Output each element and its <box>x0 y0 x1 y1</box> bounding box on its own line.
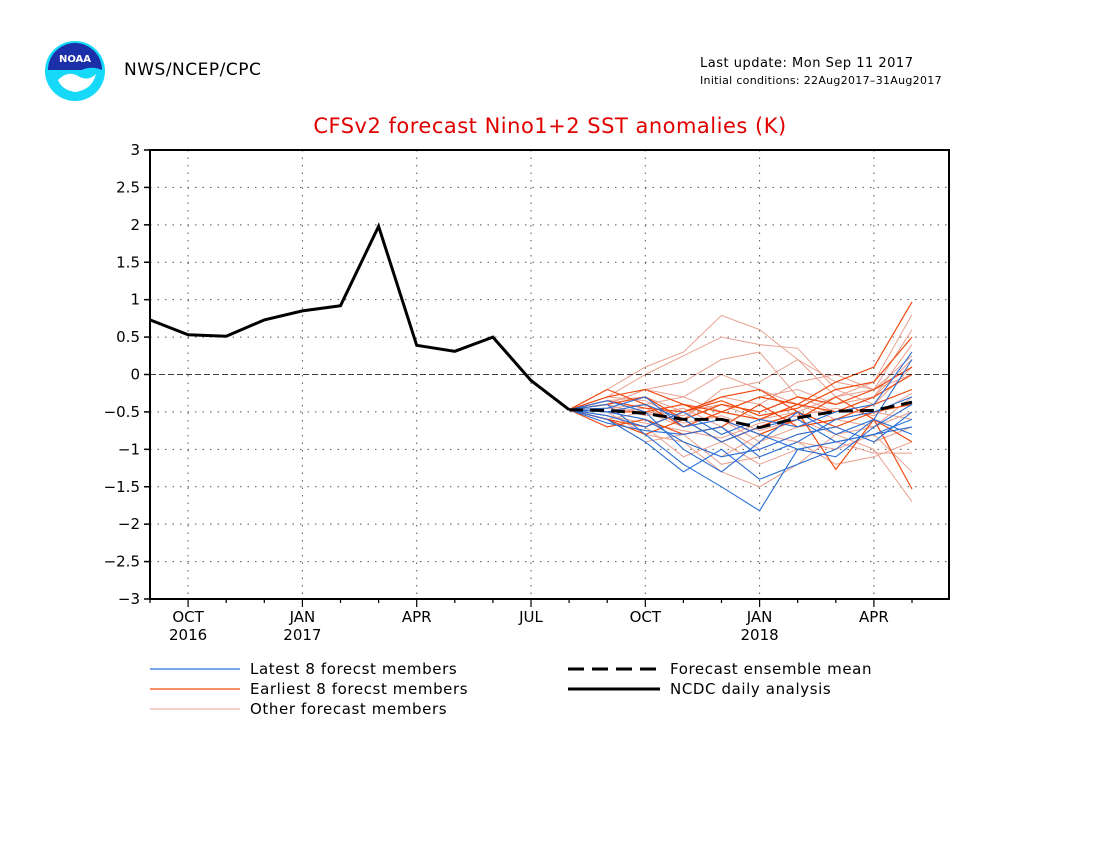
legend-other: Other forecast members <box>250 700 448 718</box>
y-tick-label: −3 <box>118 590 140 608</box>
x-tick-label: JUL <box>518 608 543 626</box>
chart-title: CFSv2 forecast Nino1+2 SST anomalies (K) <box>313 114 787 138</box>
y-tick-label: −2.5 <box>104 553 140 571</box>
latest-member-line <box>569 403 913 443</box>
ensemble-mean-line <box>569 400 913 430</box>
y-tick-label: 2.5 <box>116 178 140 196</box>
y-tick-label: 1.5 <box>116 253 140 271</box>
y-tick-label: 0 <box>130 366 140 384</box>
y-tick-label: −0.5 <box>104 403 140 421</box>
earliest-member-line <box>568 336 913 417</box>
y-axis-ticks: 3 2.5 2 1.5 1 0.5 0 −0.5 −1 −1.5 −2 −2.5 −3 <box>104 141 150 608</box>
x-tick-label: APR <box>402 608 432 626</box>
other-member-line <box>569 409 913 473</box>
x-tick-label: OCT <box>172 608 204 626</box>
latest-member-line <box>568 396 913 458</box>
y-tick-label: 1 <box>130 291 140 309</box>
noaa-logo: NOAA <box>44 40 106 102</box>
svg-text:NOAA: NOAA <box>59 54 91 65</box>
legend-earliest: Earliest 8 forecst members <box>250 680 469 698</box>
latest-member-line <box>569 351 913 436</box>
latest-member-line <box>568 400 913 473</box>
earliest-member-line <box>568 301 913 413</box>
x-tick-year: 2018 <box>741 626 779 644</box>
x-tick-label: APR <box>859 608 889 626</box>
last-update: Last update: Mon Sep 11 2017 <box>700 56 914 71</box>
analysis-line <box>149 222 571 411</box>
other-member-line <box>568 314 913 420</box>
initial-conditions: Initial conditions: 22Aug2017–31Aug2017 <box>700 74 942 87</box>
other-member-line <box>568 314 913 411</box>
y-tick-label: 3 <box>130 141 140 159</box>
legend-analysis: NCDC daily analysis <box>670 680 832 698</box>
y-tick-label: 2 <box>130 216 140 234</box>
y-tick-label: −1.5 <box>104 478 140 496</box>
legend-swatches <box>150 667 660 710</box>
x-tick-label: OCT <box>630 608 662 626</box>
y-tick-label: 0.5 <box>116 328 140 346</box>
y-tick-label: −2 <box>118 515 140 533</box>
y-tick-label: −1 <box>118 440 140 458</box>
earliest-member-line <box>568 373 913 428</box>
x-tick-label: JAN <box>289 608 316 626</box>
legend-mean: Forecast ensemble mean <box>670 660 873 678</box>
legend-latest: Latest 8 forecst members <box>250 660 458 678</box>
org-label: NWS/NCEP/CPC <box>124 60 262 80</box>
latest-member-line <box>569 409 913 458</box>
latest-members-series <box>568 351 913 512</box>
x-tick-year: 2016 <box>169 626 207 644</box>
x-tick-label: JAN <box>746 608 773 626</box>
x-tick-year: 2017 <box>283 626 321 644</box>
